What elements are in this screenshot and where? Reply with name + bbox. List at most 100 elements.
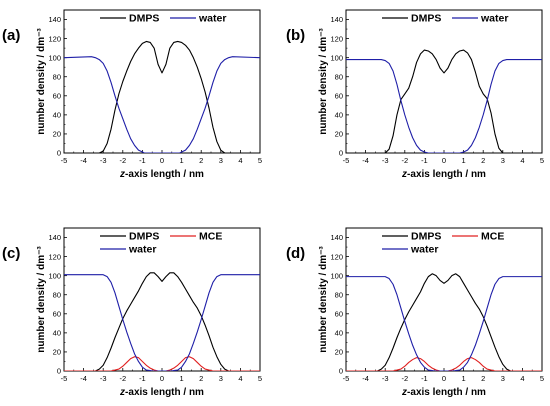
plot-frame	[63, 9, 261, 154]
panel-label: (d)	[286, 245, 305, 262]
plot-frame	[345, 9, 543, 154]
x-tick-label: 1	[180, 156, 184, 165]
x-tick-label: -5	[343, 374, 350, 383]
x-tick-label: 2	[199, 156, 203, 165]
x-tick-label: 5	[258, 374, 262, 383]
legend-label-dmps: DMPS	[129, 13, 159, 25]
chart-panel-a: -5 -4 -3 -2 -1 0 1 2 3 4 5 0 20 40 60 80 100 120 140 z-axis…	[2, 9, 262, 180]
y-axis-label: number density / dm⁻³	[318, 28, 329, 135]
y-tick-label: 60	[53, 92, 61, 101]
x-tick-label: -2	[119, 156, 126, 165]
chart-panel-b: -5 -4 -3 -2 -1 0 1 2 3 4 5 0 20 40 60 80 100 120 140 z-axis…	[286, 9, 544, 180]
y-tick-label: 120	[48, 34, 61, 43]
y-tick-label: 40	[335, 111, 343, 120]
x-axis-label-rest: -axis length / nm	[407, 387, 486, 398]
x-axis-label-rest: -axis length / nm	[125, 387, 204, 398]
x-tick-label: -1	[421, 374, 428, 383]
x-tick-label: -3	[100, 156, 107, 165]
legend-label-mce: MCE	[199, 231, 222, 243]
y-tick-label: 20	[335, 348, 343, 357]
x-tick-label: -2	[119, 374, 126, 383]
x-tick-label: 4	[520, 156, 524, 165]
legend-label-dmps: DMPS	[411, 231, 441, 243]
panel-label: (b)	[286, 27, 305, 44]
x-tick-label: 4	[520, 374, 524, 383]
x-axis-label: z-axis length / nm	[119, 387, 204, 398]
x-tick-label: -2	[401, 374, 408, 383]
x-tick-label: 1	[462, 374, 466, 383]
chart-panel-c: -5 -4 -3 -2 -1 0 1 2 3 4 5 0 20 40 60 80 100 120 140 z-axis…	[2, 227, 262, 398]
y-tick-label: 0	[57, 149, 61, 158]
y-tick-label: 140	[330, 15, 343, 24]
x-tick-label: 5	[258, 156, 262, 165]
y-axis-label: number density / dm⁻³	[36, 28, 47, 135]
x-tick-label: 0	[160, 374, 164, 383]
y-tick-label: 60	[335, 92, 343, 101]
series-line-mce	[346, 357, 542, 371]
x-tick-label: 1	[180, 374, 184, 383]
series-line-water	[346, 276, 542, 371]
y-tick-label: 0	[339, 149, 343, 158]
x-tick-label: 5	[540, 156, 544, 165]
x-tick-label: -4	[80, 156, 87, 165]
x-tick-label: -4	[362, 374, 369, 383]
legend-label-mce: MCE	[481, 231, 504, 243]
x-axis-label: z-axis length / nm	[401, 169, 486, 180]
y-tick-label: 20	[335, 130, 343, 139]
x-tick-label: -5	[61, 156, 68, 165]
y-tick-label: 60	[53, 310, 61, 319]
y-tick-label: 20	[53, 348, 61, 357]
legend-label-dmps: DMPS	[411, 13, 441, 25]
y-tick-label: 120	[48, 252, 61, 261]
series-line-water	[346, 59, 542, 153]
series-line-water	[64, 274, 260, 371]
x-tick-label: -5	[61, 374, 68, 383]
x-tick-label: 4	[238, 374, 242, 383]
legend-label-water: water	[198, 13, 226, 25]
y-tick-label: 80	[335, 72, 343, 81]
y-tick-label: 0	[339, 367, 343, 376]
chart-panel-d: -5 -4 -3 -2 -1 0 1 2 3 4 5 0 20 40 60 80 100 120 140 z-axis…	[286, 227, 544, 398]
x-tick-label: -3	[382, 374, 389, 383]
y-axis-label: number density / dm⁻³	[318, 246, 329, 353]
x-axis-label-italic: z	[401, 169, 407, 180]
x-tick-label: 2	[481, 156, 485, 165]
x-tick-label: -4	[362, 156, 369, 165]
x-tick-label: 3	[501, 156, 505, 165]
series-line-dmps	[64, 272, 260, 371]
x-tick-label: 2	[481, 374, 485, 383]
y-tick-label: 100	[48, 53, 61, 62]
x-tick-label: -3	[382, 156, 389, 165]
series-line-dmps	[346, 273, 542, 371]
y-tick-label: 100	[48, 271, 61, 280]
x-axis-label: z-axis length / nm	[119, 169, 204, 180]
legend-label-water: water	[410, 244, 438, 256]
y-tick-label: 60	[335, 310, 343, 319]
series-line-dmps	[64, 40, 260, 153]
y-tick-label: 120	[330, 252, 343, 261]
x-tick-label: -1	[139, 374, 146, 383]
x-tick-label: 0	[442, 156, 446, 165]
x-tick-label: 5	[540, 374, 544, 383]
series-line-dmps	[346, 49, 542, 153]
x-axis-label-rest: -axis length / nm	[407, 169, 486, 180]
panel-label: (c)	[2, 245, 20, 262]
x-tick-label: -3	[100, 374, 107, 383]
x-tick-label: 3	[219, 374, 223, 383]
y-axis-label: number density / dm⁻³	[36, 246, 47, 353]
legend-label-water: water	[480, 13, 508, 25]
y-tick-label: 100	[330, 53, 343, 62]
x-axis-label-italic: z	[119, 387, 125, 398]
legend-label-water: water	[128, 244, 156, 256]
x-tick-label: 3	[501, 374, 505, 383]
y-tick-label: 80	[335, 290, 343, 299]
x-tick-label: 3	[219, 156, 223, 165]
x-tick-label: -2	[401, 156, 408, 165]
x-tick-label: -4	[80, 374, 87, 383]
x-axis-label-italic: z	[401, 387, 407, 398]
y-tick-label: 40	[335, 329, 343, 338]
x-axis-label-italic: z	[119, 169, 125, 180]
series-line-water	[64, 56, 260, 153]
panel-label: (a)	[2, 27, 20, 44]
